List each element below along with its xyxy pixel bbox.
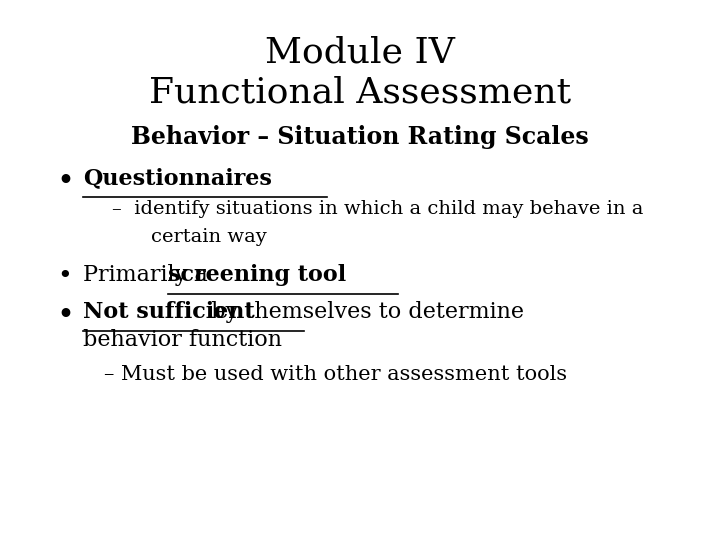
- Text: •: •: [58, 302, 73, 326]
- Text: •: •: [58, 168, 73, 192]
- Text: – Must be used with other assessment tools: – Must be used with other assessment too…: [104, 364, 567, 383]
- Text: screening tool: screening tool: [168, 264, 346, 286]
- Text: behavior function: behavior function: [83, 329, 282, 352]
- Text: Functional Assessment: Functional Assessment: [149, 76, 571, 110]
- Text: •: •: [58, 265, 72, 288]
- Text: Not sufficient: Not sufficient: [83, 301, 254, 323]
- Text: Module IV: Module IV: [265, 35, 455, 69]
- Text: Primarily a: Primarily a: [83, 264, 215, 286]
- Text: Behavior – Situation Rating Scales: Behavior – Situation Rating Scales: [131, 125, 589, 149]
- Text: –  identify situations in which a child may behave in a: – identify situations in which a child m…: [112, 200, 643, 218]
- Text: certain way: certain way: [126, 228, 266, 246]
- Text: Questionnaires: Questionnaires: [83, 167, 271, 190]
- Text: by themselves to determine: by themselves to determine: [204, 301, 523, 323]
